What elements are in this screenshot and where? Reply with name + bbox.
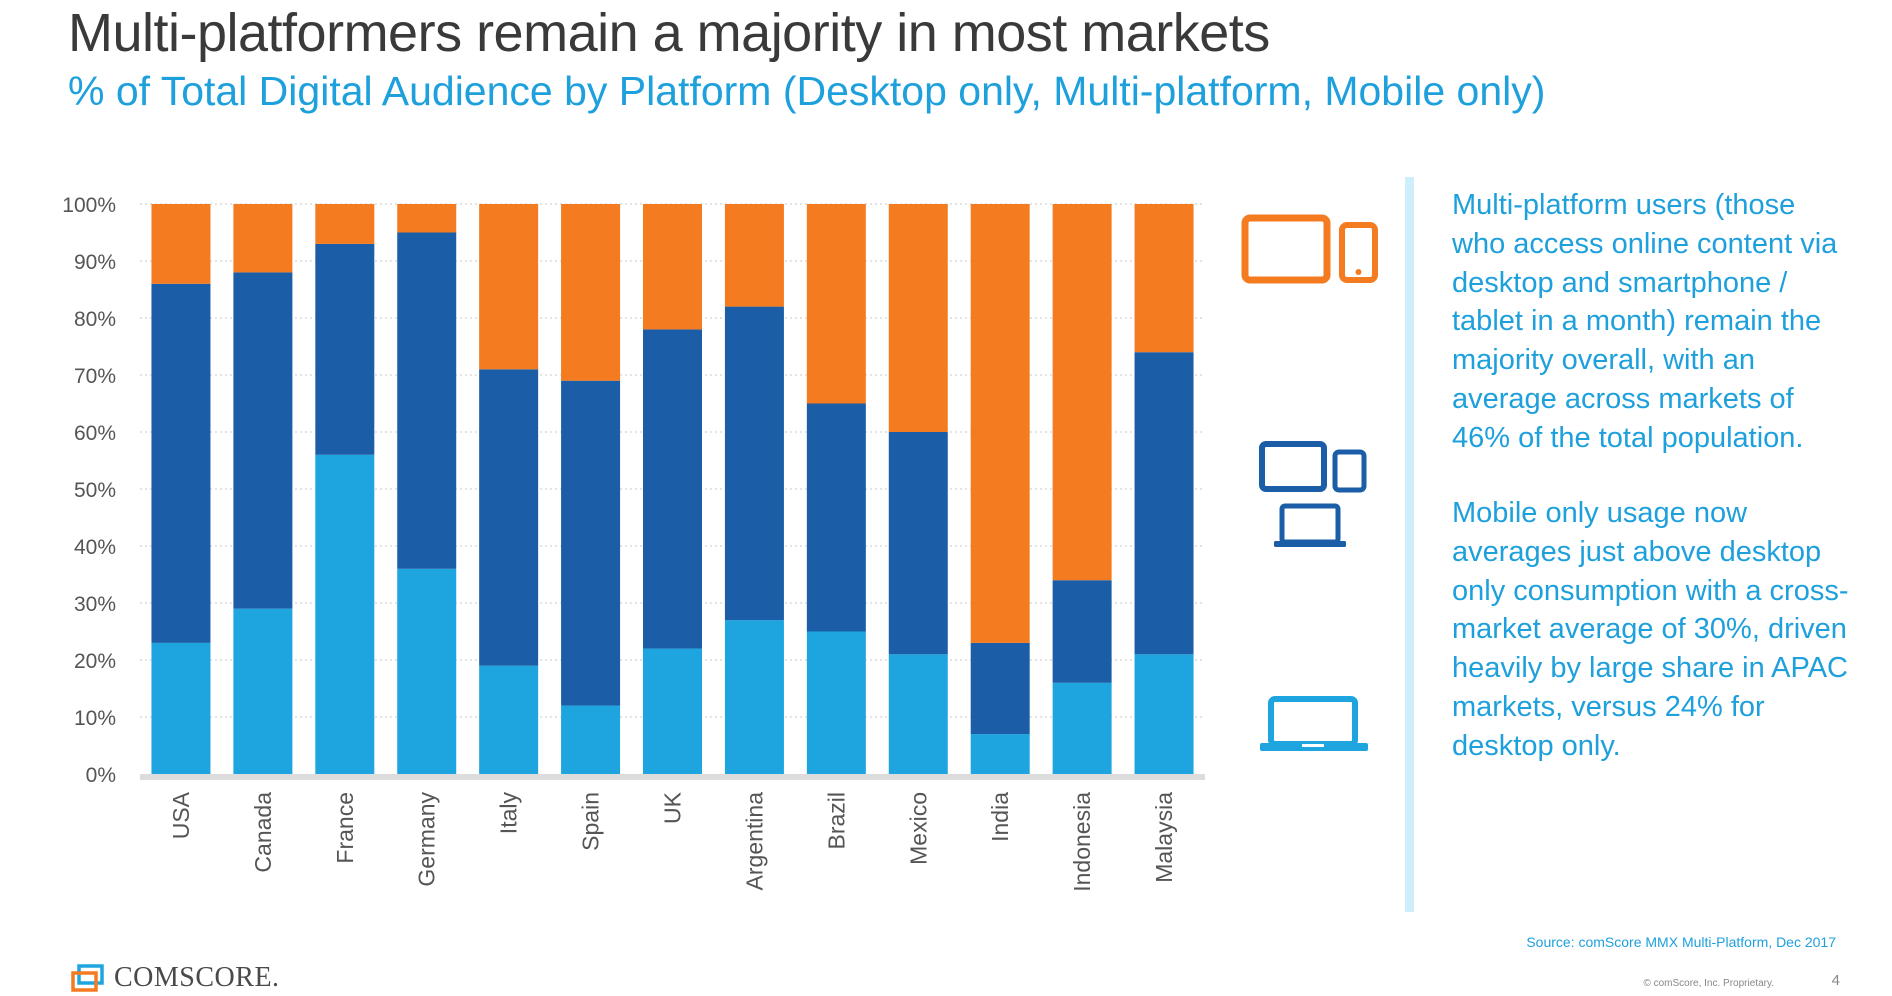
bar-segment-multi-platform (806, 403, 866, 632)
bar-segment-desktop-only (1134, 654, 1194, 774)
bar-segment-mobile-only (479, 204, 539, 370)
y-tick-label: 90% (74, 251, 116, 274)
x-category-label: Indonesia (1069, 792, 1095, 892)
bar-segment-multi-platform (643, 329, 702, 649)
bar-segment-desktop-only (151, 642, 211, 774)
note-multi-platform: Multi-platform users (those who access o… (1452, 189, 1838, 454)
bar-segment-desktop-only (724, 620, 784, 774)
bar-segment-desktop-only (643, 648, 702, 774)
x-category-label: Germany (414, 792, 440, 887)
page-title: Multi-platformers remain a majority in m… (68, 3, 1270, 63)
bar-segment-desktop-only (970, 734, 1030, 774)
x-category-label: India (987, 792, 1013, 842)
page-subtitle: % of Total Digital Audience by Platform … (68, 68, 1546, 114)
bar-segment-multi-platform (315, 243, 375, 455)
bar-segment-mobile-only (643, 204, 702, 330)
comscore-logo: COMSCORE. (70, 960, 280, 996)
x-category-label: UK (660, 791, 686, 824)
bar-segment-multi-platform (888, 432, 948, 655)
x-category-label: USA (168, 791, 194, 839)
bar-segment-desktop-only (888, 654, 948, 774)
copyright: © comScore, Inc. Proprietary. (1643, 978, 1774, 989)
laptop-icon (1260, 696, 1368, 751)
x-category-label: Argentina (741, 792, 767, 891)
bar-segment-multi-platform (1134, 352, 1194, 655)
y-tick-label: 100% (62, 194, 116, 217)
x-axis-baseline (140, 774, 1205, 780)
x-category-label: Brazil (823, 792, 849, 850)
bar-segment-multi-platform (561, 380, 621, 706)
bar-segment-multi-platform (151, 283, 211, 643)
x-category-label: Italy (496, 792, 522, 835)
bar-segment-desktop-only (1052, 682, 1112, 774)
mobile-devices-icon (1241, 214, 1378, 284)
bar-segment-multi-platform (233, 272, 293, 609)
bar-segment-mobile-only (970, 204, 1030, 643)
bar-segment-desktop-only (561, 705, 621, 774)
page-number: 4 (1831, 972, 1840, 989)
bar-segment-multi-platform (479, 369, 539, 666)
bar-segment-multi-platform (970, 642, 1030, 735)
comscore-logo-icon (71, 964, 104, 992)
bar-segment-mobile-only (1134, 204, 1194, 353)
y-tick-label: 60% (74, 422, 116, 445)
bar-segment-desktop-only (233, 608, 293, 774)
bar-segment-mobile-only (806, 204, 866, 404)
bar-segment-mobile-only (561, 204, 621, 381)
note-mobile-only: Mobile only usage now averages just abov… (1452, 497, 1849, 762)
bar-segment-mobile-only (724, 204, 784, 307)
bar-segment-desktop-only (806, 631, 866, 774)
y-tick-label: 0% (86, 764, 116, 787)
bar-segment-multi-platform (1052, 580, 1112, 683)
y-tick-label: 30% (74, 593, 116, 616)
bar-segment-multi-platform (397, 232, 457, 569)
x-category-label: Canada (250, 792, 276, 873)
logo-text: COMSCORE. (114, 962, 280, 993)
y-tick-label: 40% (74, 536, 116, 559)
bar-segment-multi-platform (724, 306, 784, 621)
x-category-label: Spain (578, 792, 604, 851)
bar-segment-desktop-only (479, 665, 539, 774)
source-note: Source: comScore MMX Multi-Platform, Dec… (1526, 934, 1836, 950)
bar-segment-mobile-only (233, 204, 293, 273)
y-tick-label: 50% (74, 479, 116, 502)
bar-segment-mobile-only (1052, 204, 1112, 581)
bar-segment-desktop-only (315, 454, 375, 774)
stacked-bar-chart: 0% 10% 20% 30% 40% 50% 60% 70% 80% 90% 100% USA Can… (62, 194, 1205, 892)
x-category-label: Malaysia (1151, 792, 1177, 883)
bar-segment-mobile-only (888, 204, 948, 432)
y-tick-label: 10% (74, 707, 116, 730)
bar-segment-mobile-only (315, 204, 375, 244)
x-category-label: Mexico (905, 792, 931, 865)
multi-platform-devices-icon (1259, 441, 1367, 547)
divider (1405, 177, 1414, 912)
y-tick-label: 80% (74, 308, 116, 331)
bar-segment-desktop-only (397, 568, 457, 774)
y-tick-label: 70% (74, 365, 116, 388)
x-category-label: France (332, 792, 358, 864)
y-tick-label: 20% (74, 650, 116, 673)
bar-segment-mobile-only (151, 204, 211, 284)
bar-segment-mobile-only (397, 204, 457, 233)
